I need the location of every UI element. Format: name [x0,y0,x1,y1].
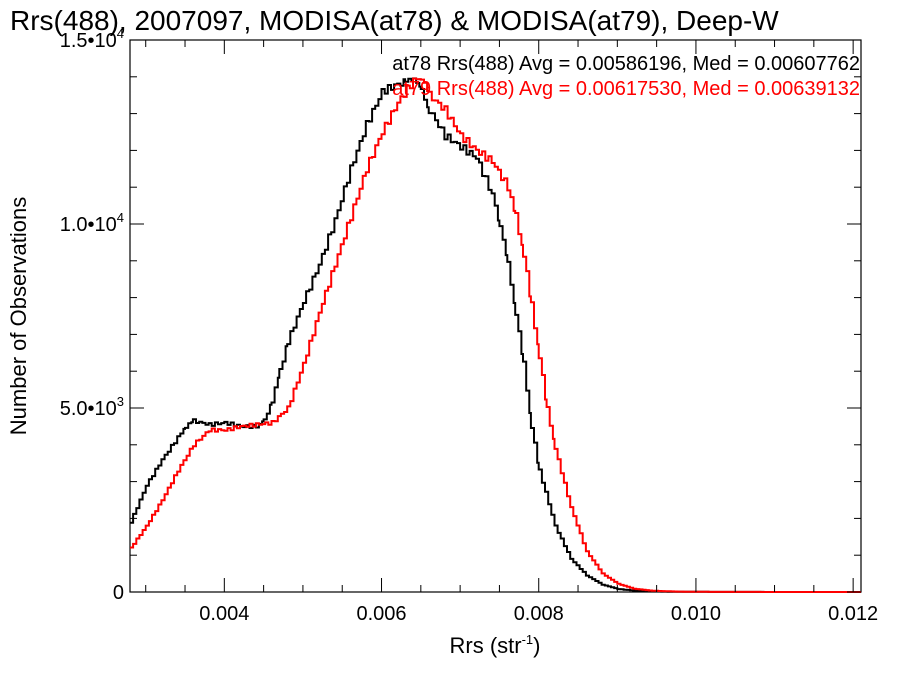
stat-annotation: at78 Rrs(488) Avg = 0.00586196, Med = 0.… [392,53,860,75]
plot-area [129,39,862,593]
x-axis-label: Rrs (str-1) [450,632,541,658]
stat-annotation: at79 Rrs(488) Avg = 0.00617530, Med = 0.… [392,78,860,100]
x-axis-label-superscript: -1 [522,632,534,647]
plot-frame [129,39,862,593]
x-tick-label: 0.010 [671,603,721,625]
chart-title: Rrs(488), 2007097, MODISA(at78) & MODISA… [10,5,779,36]
series-line-at79 [130,77,861,593]
series-layer [130,77,861,593]
y-tick-label: 0 [113,582,124,604]
x-axis-label-close: ) [533,633,540,658]
x-tick-label: 0.006 [356,603,406,625]
legend-annotations: at78 Rrs(488) Avg = 0.00586196, Med = 0.… [392,53,860,100]
y-tick-label: 1.0•104 [60,210,124,236]
x-tick-label: 0.008 [514,603,564,625]
y-axis-label: Number of Observations [6,197,31,435]
x-tick-label: 0.004 [199,603,249,625]
series-line-at78 [130,77,861,593]
axis-ticks: 0.004 0.006 0.008 0.010 0.012 0 5.0•103 1.0•104… [60,26,878,625]
x-tick-label: 0.012 [828,603,878,625]
y-tick-label: 1.5•104 [60,26,124,52]
y-tick-label: 5.0•103 [60,394,124,420]
x-axis-label-main: Rrs (str [450,633,522,658]
